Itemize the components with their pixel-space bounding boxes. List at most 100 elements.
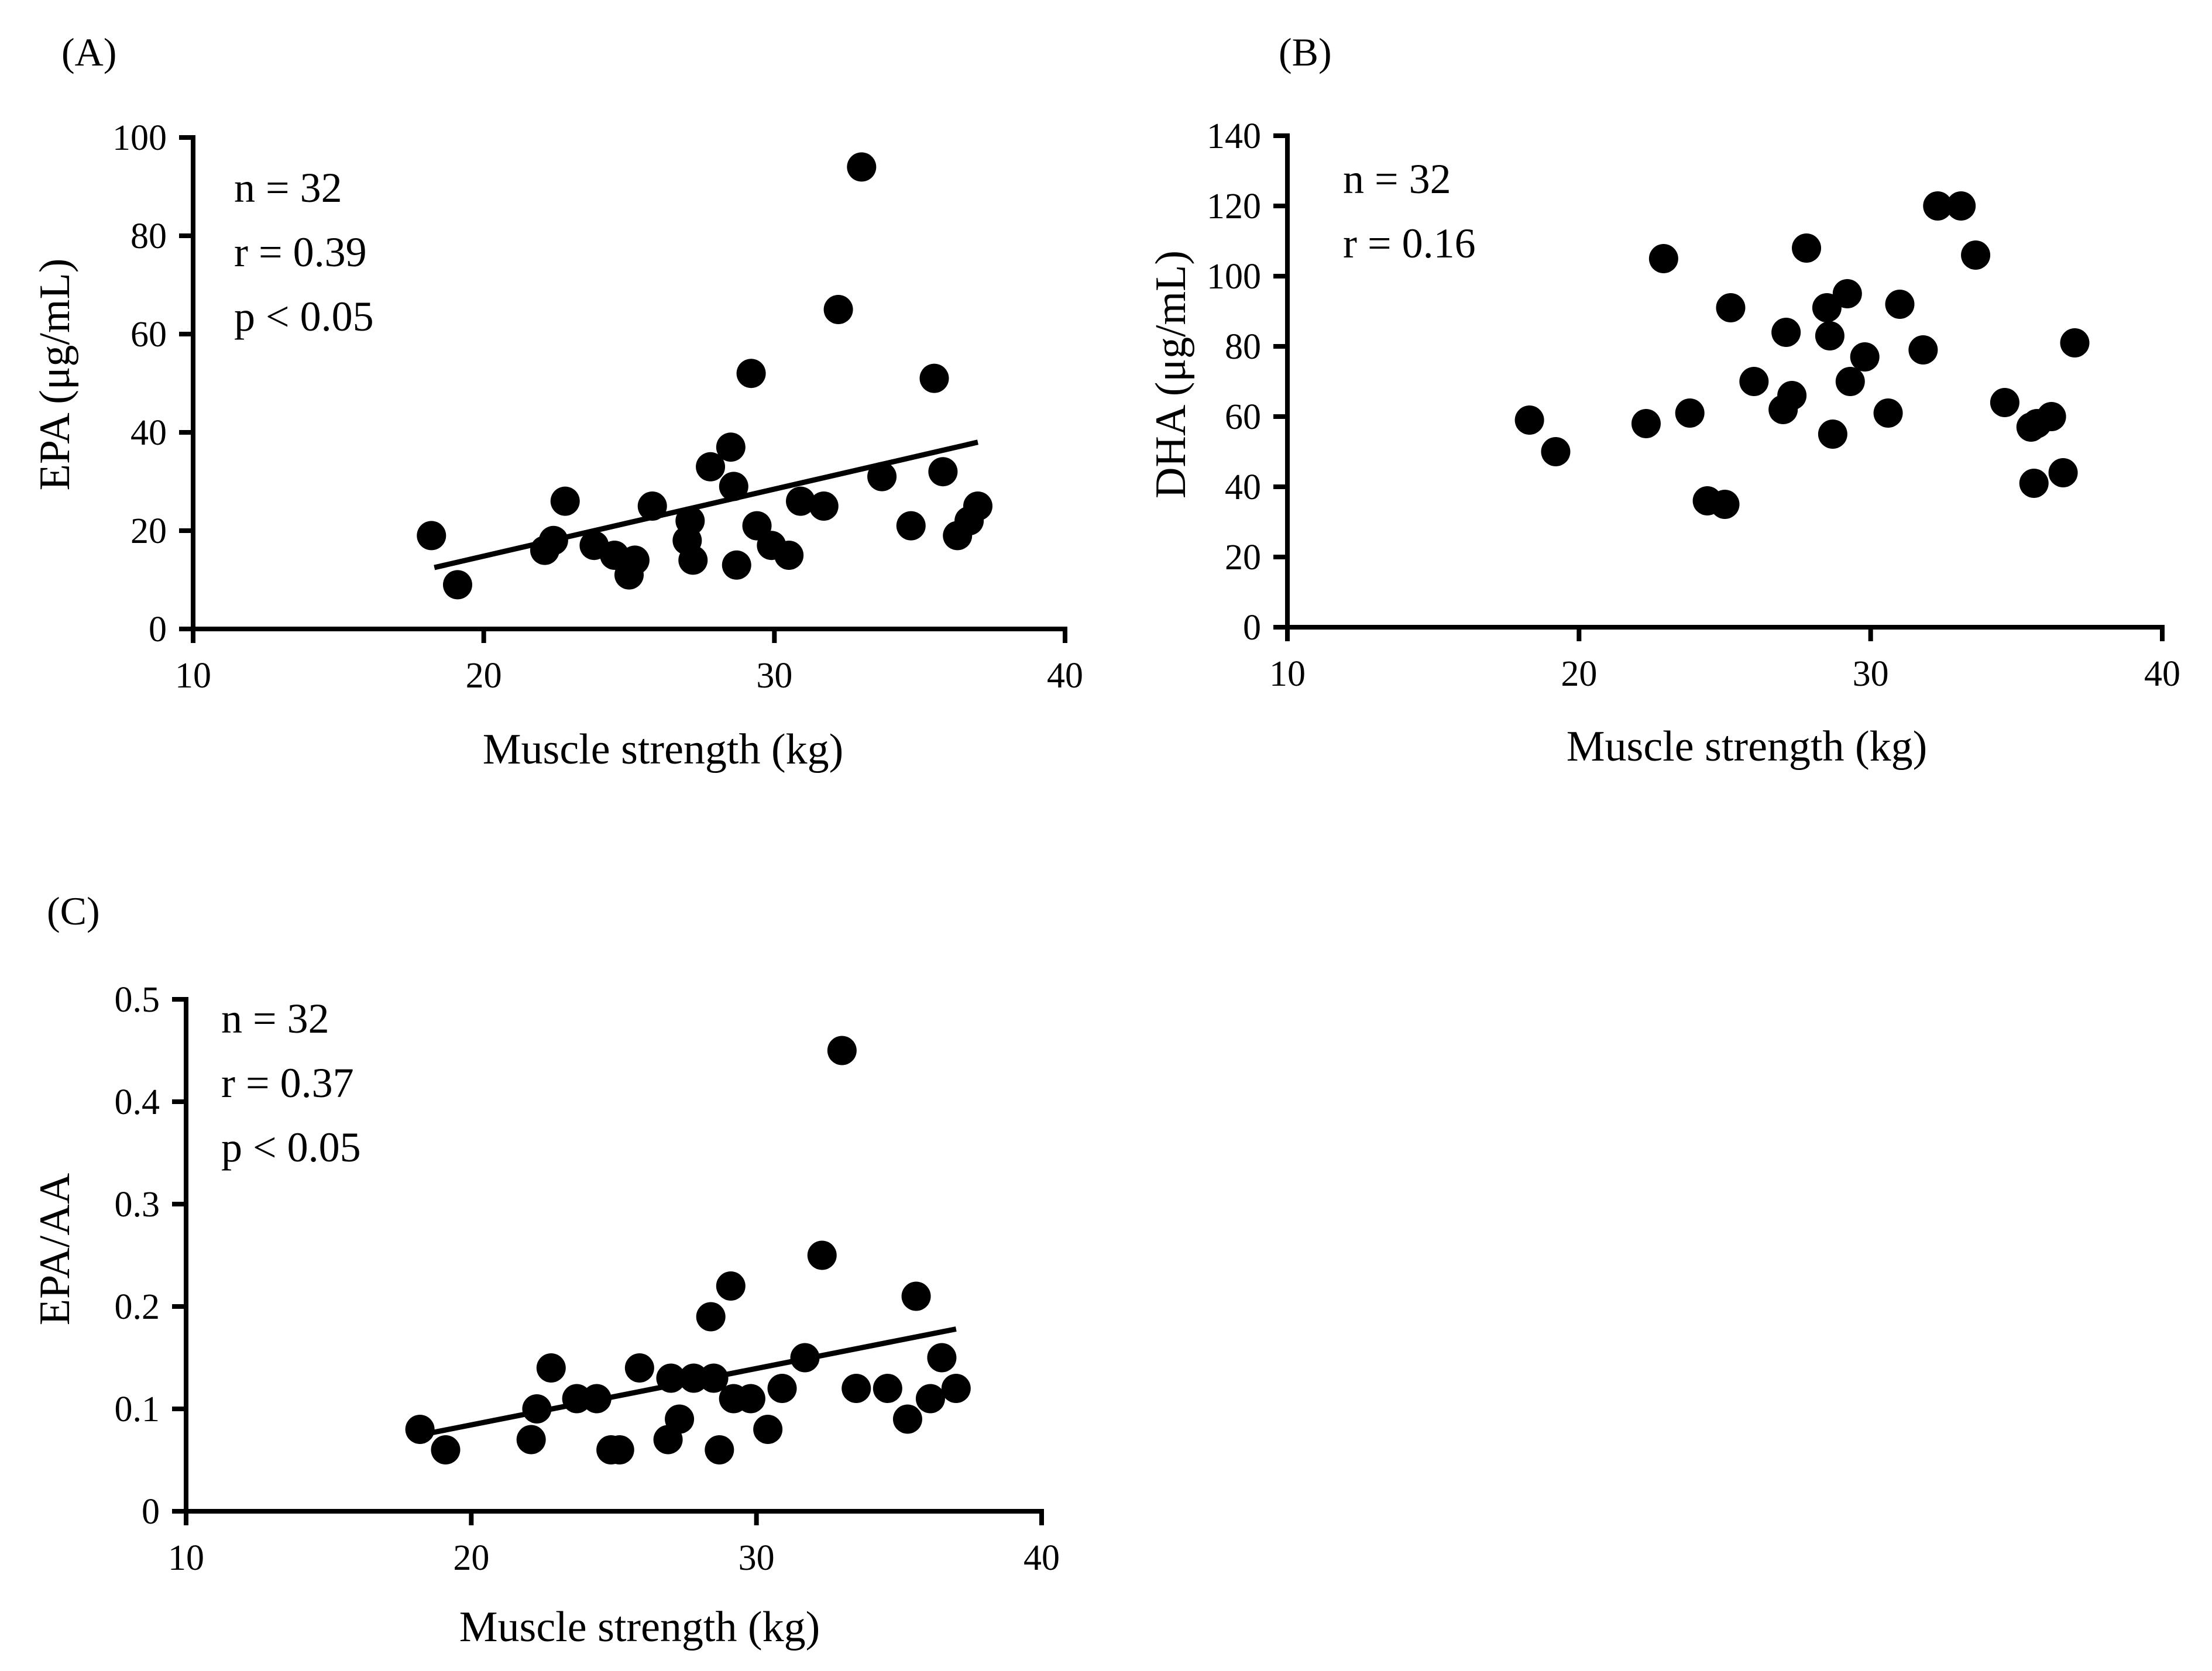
y-tick-label: 40 (1225, 467, 1261, 507)
data-point (1631, 409, 1661, 438)
data-point (873, 1374, 902, 1403)
y-axis-title: EPA/AA (31, 1173, 79, 1325)
y-tick-label: 40 (130, 413, 167, 453)
x-axis-title: Muscle strength (kg) (483, 726, 844, 773)
data-point (1716, 293, 1746, 322)
data-point (538, 525, 568, 555)
data-point (786, 486, 816, 516)
data-point (678, 545, 708, 575)
data-point (550, 486, 580, 516)
x-tick-label: 30 (756, 656, 792, 696)
data-point (2060, 328, 2090, 357)
data-point (1832, 279, 1862, 308)
data-point (927, 1343, 957, 1373)
y-tick-label: 80 (1225, 327, 1261, 367)
data-point (1835, 367, 1865, 396)
data-point (736, 359, 766, 388)
data-point (696, 1302, 726, 1332)
data-point (1815, 321, 1845, 350)
x-tick-label: 10 (1269, 654, 1306, 694)
data-point (536, 1353, 566, 1383)
data-point (928, 457, 958, 487)
data-point (1818, 420, 1847, 449)
x-axis-title: Muscle strength (kg) (1567, 723, 1928, 771)
data-point (1739, 367, 1769, 396)
x-tick-label: 20 (453, 1538, 489, 1578)
stat-p: p < 0.05 (234, 293, 374, 340)
data-point (767, 1374, 797, 1403)
chart-panel-a: (A) Muscle strength (kg) EPA (μg/mL) n =… (31, 30, 1083, 773)
data-point (867, 462, 897, 491)
y-tick-label: 0 (142, 1492, 160, 1532)
data-point (624, 1353, 654, 1383)
data-point (1541, 437, 1571, 466)
data-point (1885, 290, 1915, 319)
y-tick-label: 60 (1225, 397, 1261, 437)
x-tick-label: 30 (739, 1538, 775, 1578)
chart-panel-b: (B) Muscle strength (kg) DHA (μg/mL) n =… (1147, 30, 2180, 771)
panel-label: (A) (61, 30, 116, 74)
y-tick-label: 20 (130, 511, 167, 551)
data-point (919, 363, 949, 393)
data-point (637, 491, 667, 521)
stat-n: n = 32 (234, 164, 342, 211)
data-point (963, 491, 992, 521)
data-point (1923, 191, 1953, 221)
y-tick-label: 0 (1243, 608, 1261, 648)
x-tick-label: 40 (1047, 656, 1083, 696)
data-point (896, 511, 926, 541)
x-tick-label: 20 (466, 656, 502, 696)
data-point (656, 1363, 686, 1393)
x-tick-label: 30 (1853, 654, 1889, 694)
data-point (2048, 458, 2078, 487)
data-point (696, 452, 726, 482)
y-axis-title: EPA (μg/mL) (31, 259, 79, 491)
data-point (901, 1281, 931, 1311)
data-point (1514, 405, 1544, 435)
stat-r: r = 0.16 (1343, 220, 1476, 267)
data-point (1850, 342, 1880, 372)
y-tick-label: 100 (112, 118, 167, 158)
stat-p: p < 0.05 (221, 1124, 361, 1171)
data-point (442, 570, 472, 600)
y-tick-label: 0.1 (115, 1390, 160, 1429)
stat-r: r = 0.39 (234, 229, 367, 276)
stat-n: n = 32 (221, 995, 329, 1042)
x-tick-label: 40 (2144, 654, 2180, 694)
data-point (1812, 293, 1842, 322)
y-tick-label: 0.2 (115, 1287, 160, 1327)
data-point (675, 506, 705, 536)
data-point (2019, 469, 2049, 498)
data-point (516, 1425, 546, 1455)
data-point (705, 1435, 734, 1464)
data-point (1771, 318, 1801, 347)
data-point (753, 1415, 783, 1444)
y-tick-label: 100 (1207, 257, 1261, 297)
x-tick-label: 10 (168, 1538, 204, 1578)
data-point (1792, 233, 1822, 263)
chart-panel-c: (C) Muscle strength (kg) EPA/AA n = 32 r… (31, 889, 1060, 1651)
data-point (719, 472, 748, 501)
data-point (1908, 335, 1938, 365)
data-point (847, 152, 877, 182)
y-tick-label: 60 (130, 315, 167, 355)
data-point (915, 1384, 945, 1414)
data-point (774, 541, 804, 570)
y-tick-label: 140 (1207, 116, 1261, 156)
data-point (431, 1435, 461, 1464)
data-point (892, 1404, 922, 1434)
data-point (716, 1271, 746, 1301)
data-point (2022, 409, 2052, 438)
data-point (716, 432, 746, 462)
data-point (841, 1374, 871, 1403)
x-axis-title: Muscle strength (kg) (459, 1603, 820, 1651)
data-point (1990, 388, 2019, 417)
data-point (809, 491, 839, 521)
data-point (417, 521, 446, 551)
y-tick-label: 0 (149, 610, 167, 649)
y-tick-label: 120 (1207, 187, 1261, 226)
data-point (405, 1415, 435, 1444)
data-point (699, 1363, 729, 1393)
x-tick-label: 10 (175, 656, 211, 696)
